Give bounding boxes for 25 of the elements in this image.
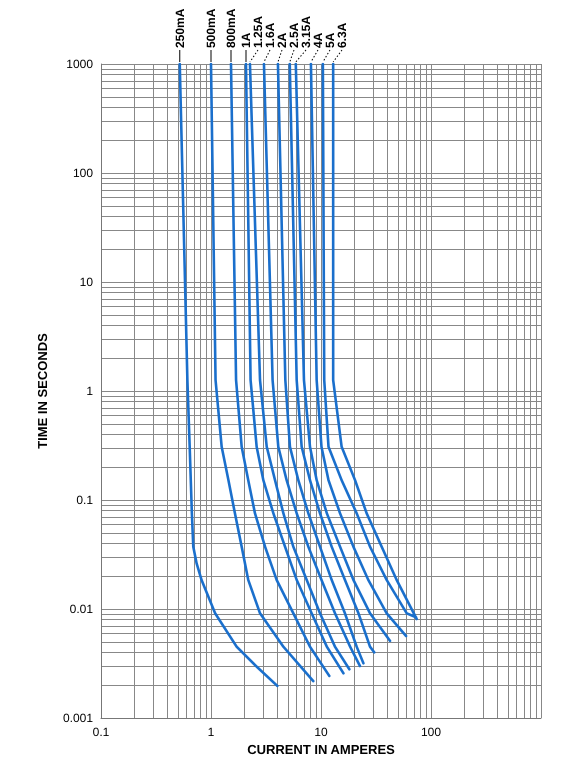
y-tick-label: 1	[86, 384, 94, 398]
y-tick-label: 10	[80, 275, 94, 289]
y-tick-label: 0.001	[62, 711, 94, 725]
text: 1A	[238, 32, 253, 48]
text: 2.5A	[286, 22, 301, 48]
text: 2A	[274, 32, 289, 48]
y-tick-label: 1000	[66, 57, 94, 71]
y-tick-label: 0.1	[76, 493, 94, 507]
text: 6.3A	[334, 22, 349, 48]
text: 1.25A	[250, 16, 265, 48]
text: 4A	[310, 32, 325, 48]
text: 3.15A	[298, 16, 313, 48]
text: 500mA	[204, 8, 218, 48]
text: 800mA	[224, 8, 238, 48]
text: 250mA	[172, 8, 187, 48]
x-tick-label: 10	[314, 725, 328, 739]
x-tick-label: 1	[208, 725, 215, 739]
y-tick-label: 0.01	[70, 602, 94, 616]
y-tick-label: 100	[72, 166, 94, 180]
y-axis-title: TIME IN SECONDS	[35, 332, 50, 449]
x-tick-label: 0.1	[92, 725, 110, 739]
x-axis-title: CURRENT IN AMPERES	[247, 742, 396, 757]
text: 5A	[322, 32, 337, 48]
x-tick-label: 100	[420, 725, 442, 739]
text: 1.6A	[262, 22, 277, 48]
